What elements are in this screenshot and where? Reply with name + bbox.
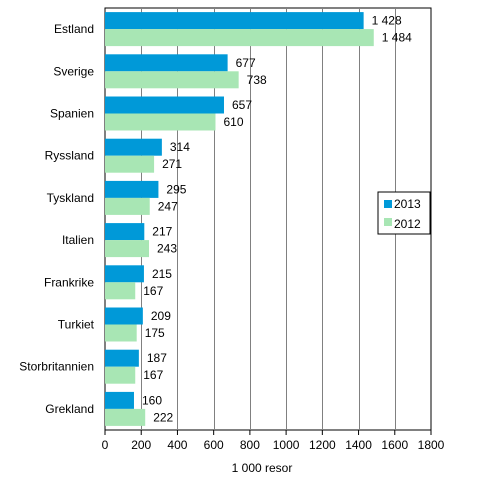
x-tick-label: 1400 bbox=[345, 438, 372, 452]
legend-box bbox=[377, 191, 431, 235]
data-label: 610 bbox=[223, 115, 243, 129]
data-label: 247 bbox=[158, 199, 178, 213]
bar-2012 bbox=[105, 324, 137, 342]
bar-2013 bbox=[105, 96, 224, 114]
bar-2012 bbox=[105, 197, 150, 215]
bar-2012 bbox=[105, 408, 146, 426]
bar-2013 bbox=[105, 223, 145, 241]
legend-swatch-2012 bbox=[384, 218, 392, 226]
bar-2013 bbox=[105, 180, 159, 198]
x-tick-label: 600 bbox=[204, 438, 224, 452]
category-labels: Estland Sverige Spanien Ryssland Tyskland Ita… bbox=[19, 22, 94, 416]
legend-swatch-2013 bbox=[384, 200, 392, 208]
bar-2012 bbox=[105, 282, 136, 300]
data-label: 243 bbox=[157, 242, 177, 256]
category-label: Tyskland bbox=[47, 191, 94, 205]
data-label: 167 bbox=[143, 284, 163, 298]
x-tick-label: 1800 bbox=[418, 438, 445, 452]
data-label: 160 bbox=[142, 393, 162, 407]
bar-2013 bbox=[105, 265, 144, 283]
data-label: 209 bbox=[151, 309, 171, 323]
x-axis-title: 1 000 resor bbox=[232, 461, 293, 475]
x-tick-label: 1200 bbox=[309, 438, 336, 452]
x-tick-label: 1000 bbox=[273, 438, 300, 452]
bar-2012 bbox=[105, 366, 136, 384]
data-label: 217 bbox=[152, 225, 172, 239]
bar-2013 bbox=[105, 54, 228, 72]
x-tick-label: 0 bbox=[102, 438, 109, 452]
x-axis-ticks: 0 200 400 600 800 1000 1200 1400 1600 1800 bbox=[102, 430, 445, 452]
bar-2012 bbox=[105, 71, 239, 89]
bar-2012 bbox=[105, 240, 150, 258]
category-label: Italien bbox=[62, 233, 94, 247]
bar-2013 bbox=[105, 391, 134, 409]
category-label: Estland bbox=[54, 22, 94, 36]
category-label: Storbritannien bbox=[19, 360, 94, 374]
legend: 2013 2012 bbox=[377, 191, 431, 235]
plot-frame bbox=[104, 7, 432, 431]
category-label: Turkiet bbox=[58, 318, 95, 332]
data-label: 271 bbox=[162, 157, 182, 171]
value-labels: 1 428 1 484 677 738 657 610 314 271 295 247 217 243… bbox=[142, 14, 412, 425]
bar-2013 bbox=[105, 138, 162, 156]
bar-2013 bbox=[105, 12, 364, 30]
category-label: Ryssland bbox=[45, 149, 94, 163]
category-label: Grekland bbox=[45, 402, 94, 416]
legend-label-2012: 2012 bbox=[394, 217, 421, 231]
data-label: 215 bbox=[152, 267, 172, 281]
category-label: Sverige bbox=[53, 64, 94, 78]
data-label: 677 bbox=[236, 56, 256, 70]
data-label: 1 484 bbox=[382, 31, 412, 45]
category-label: Spanien bbox=[50, 107, 94, 121]
data-label: 295 bbox=[166, 182, 186, 196]
data-label: 167 bbox=[143, 368, 163, 382]
category-label: Frankrike bbox=[44, 275, 94, 289]
bar-2013 bbox=[105, 307, 143, 325]
data-label: 175 bbox=[145, 326, 165, 340]
x-tick-label: 200 bbox=[131, 438, 151, 452]
bar-2012 bbox=[105, 113, 216, 131]
bar-2013 bbox=[105, 349, 139, 367]
data-label: 222 bbox=[153, 410, 173, 424]
x-tick-label: 1600 bbox=[381, 438, 408, 452]
data-label: 1 428 bbox=[372, 14, 402, 28]
data-label: 187 bbox=[147, 351, 167, 365]
x-tick-label: 800 bbox=[240, 438, 260, 452]
data-label: 314 bbox=[170, 140, 190, 154]
data-label: 657 bbox=[232, 98, 252, 112]
data-label: 738 bbox=[247, 73, 267, 87]
bar-2012 bbox=[105, 29, 374, 47]
bar-2012 bbox=[105, 155, 155, 173]
bars bbox=[105, 12, 374, 426]
legend-label-2013: 2013 bbox=[394, 197, 421, 211]
x-tick-label: 400 bbox=[167, 438, 187, 452]
